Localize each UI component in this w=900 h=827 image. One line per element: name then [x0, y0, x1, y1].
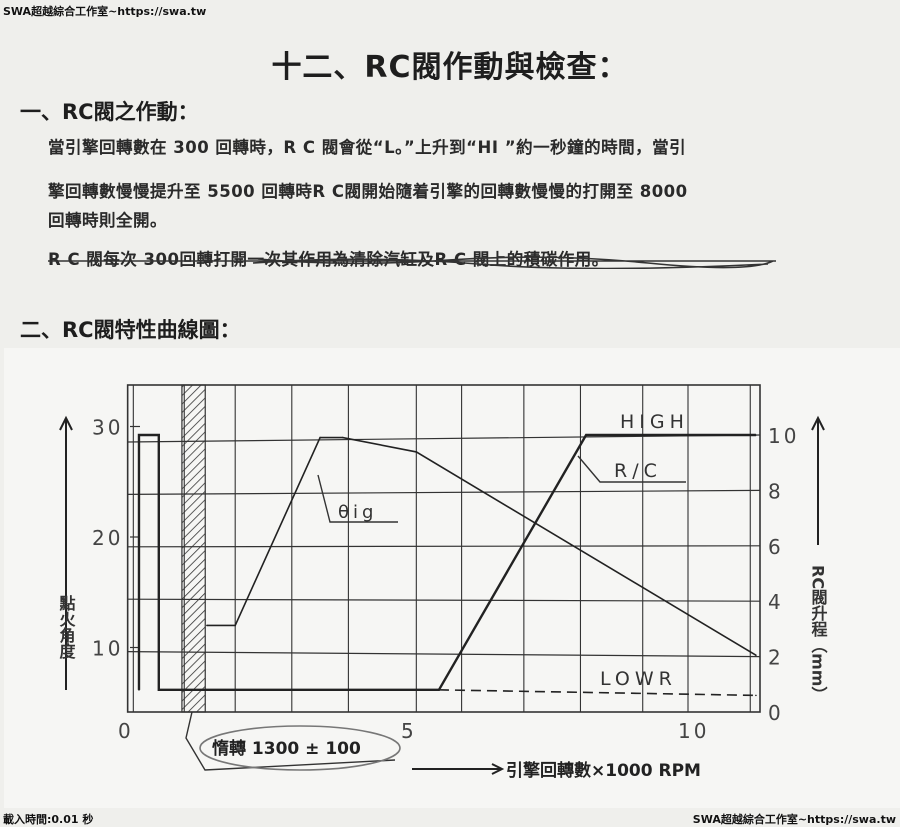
- series-point: [206, 624, 208, 627]
- grid-line-horizontal: [127, 650, 761, 658]
- right-axis-label: RC閥升程（mm）: [809, 565, 828, 702]
- series-point: [138, 434, 140, 436]
- right-tick-label: 2: [768, 646, 784, 670]
- series-line-2: [438, 689, 756, 697]
- high-label: HIGH: [620, 411, 689, 433]
- x-tick-label: 0: [118, 719, 134, 743]
- series-point: [415, 451, 418, 453]
- right-axis-arrow-icon: [811, 415, 825, 545]
- pen-circle: [199, 725, 401, 771]
- left-tick-label: 20: [92, 526, 123, 550]
- x-axis-label: 引擎回轉數×1000 RPM: [506, 760, 701, 781]
- chart-frame: [126, 384, 761, 713]
- series-point: [319, 436, 321, 439]
- right-tick-label: 4: [768, 590, 784, 614]
- idle-leader-line: [185, 711, 396, 771]
- right-tick-label: 8: [768, 479, 784, 503]
- grid-line-horizontal: [127, 598, 761, 602]
- idle-label: 惰轉 1300 ± 100: [212, 738, 361, 759]
- idle-band-hatch: [181, 384, 206, 713]
- section1-line: 擎回轉數慢慢提升至 5500 回轉時R C閥開始隨着引擎的回轉數慢慢的打開至 8…: [48, 182, 688, 201]
- series-point: [341, 436, 344, 439]
- section1-line: 當引擎回轉數在 300 回轉時，R C 閥會從“L。”上升到“HI ”約一秒鐘的…: [48, 138, 687, 157]
- section2-heading: 二、RC閥特性曲線圖：: [20, 318, 241, 342]
- rc-label: R/C: [614, 460, 662, 482]
- series-line-1: [137, 433, 756, 692]
- watermark-top: SWA超越綜合工作室~https://swa.tw: [3, 5, 207, 18]
- rc-leader-line: [577, 455, 686, 483]
- watermark-bottom: SWA超越綜合工作室~https://swa.tw: [692, 813, 896, 826]
- series-point: [755, 434, 757, 436]
- series-point: [157, 689, 160, 691]
- theta-leader-line: [317, 474, 398, 523]
- series-point: [438, 689, 440, 691]
- series-point: [755, 694, 757, 697]
- series-point: [755, 654, 757, 657]
- left-tick-label: 30: [92, 416, 123, 440]
- x-tick-label: 5: [401, 719, 417, 743]
- load-time: 載入時間:0.01 秒: [3, 813, 94, 826]
- series-line-0: [206, 436, 757, 656]
- theta-label: θig: [338, 502, 377, 523]
- page-title: 十二、RC閥作動與檢查：: [271, 50, 629, 85]
- x-axis-arrow-icon: [412, 763, 505, 775]
- series-point: [138, 689, 140, 691]
- grid-line-horizontal: [127, 489, 761, 495]
- right-tick-label: 0: [768, 701, 784, 725]
- series-point: [234, 624, 236, 627]
- grid-line-horizontal: [127, 545, 761, 548]
- left-tick-label: 10: [92, 637, 123, 661]
- section1-heading: 一、RC閥之作動：: [20, 100, 199, 124]
- low-label: LOWR: [600, 668, 677, 690]
- section1-line: 回轉時則全開。: [48, 211, 167, 230]
- right-tick-label: 6: [768, 535, 784, 559]
- series-point: [585, 434, 587, 436]
- left-axis-arrow-icon: [59, 415, 73, 690]
- strikethrough-scribble: [48, 256, 776, 269]
- series-point: [157, 434, 160, 436]
- x-tick-label: 10: [678, 719, 709, 743]
- right-tick-label: 10: [768, 424, 799, 448]
- left-axis-label: 點火角度: [57, 594, 76, 660]
